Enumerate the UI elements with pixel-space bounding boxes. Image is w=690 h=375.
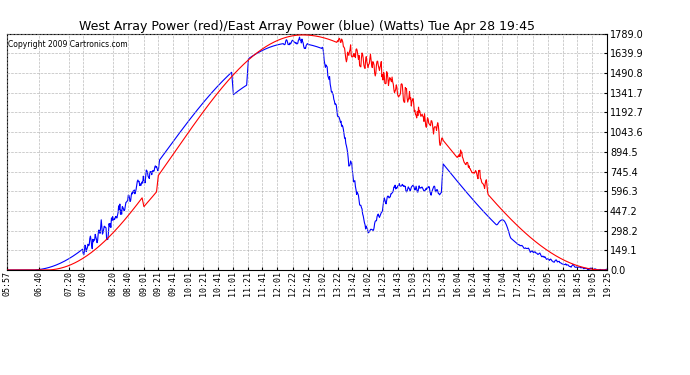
Title: West Array Power (red)/East Array Power (blue) (Watts) Tue Apr 28 19:45: West Array Power (red)/East Array Power … [79,20,535,33]
Text: Copyright 2009 Cartronics.com: Copyright 2009 Cartronics.com [8,40,128,49]
